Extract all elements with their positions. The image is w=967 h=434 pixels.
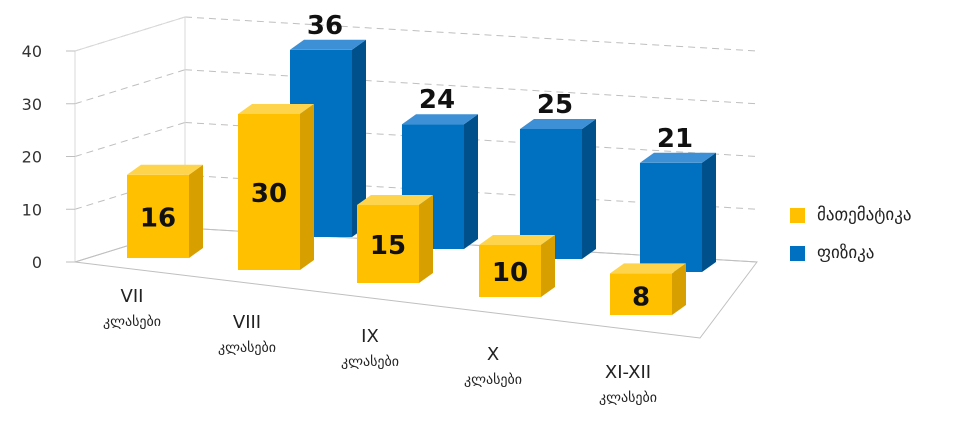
bar-top — [357, 195, 433, 205]
y-tick-label: 40 — [22, 42, 42, 61]
bar-front — [238, 114, 300, 270]
gridline-side — [74, 122, 186, 157]
x-tick-label: VII — [121, 286, 144, 307]
x-tick-sublabel: კლასები — [464, 372, 522, 388]
bar-s1-c3 — [640, 152, 716, 272]
x-tick-sublabel: კლასები — [599, 390, 657, 406]
bar-side — [189, 164, 203, 258]
bar-s0-c4 — [610, 263, 686, 315]
x-tick-label: X — [487, 344, 499, 365]
bar-front — [640, 162, 702, 272]
bar-top — [238, 104, 314, 114]
bar-front — [479, 245, 541, 297]
bars: 36 24 25 21 16 30 15 10 8 — [127, 11, 716, 315]
x-tick-label: XI-XII — [605, 362, 651, 383]
bar-top — [290, 39, 366, 50]
y-tick-label: 0 — [32, 253, 42, 272]
y-tick-label: 20 — [22, 148, 42, 167]
bar-s0-c3 — [479, 235, 555, 297]
data-label: 24 — [419, 85, 455, 115]
data-label: 36 — [307, 11, 343, 41]
data-label: 16 — [140, 203, 176, 233]
bar-side — [582, 119, 596, 259]
bar-front — [610, 273, 672, 315]
legend-item-math: მათემატიკა — [790, 196, 912, 234]
bar-s0-c1 — [238, 104, 314, 270]
gridline-back — [184, 16, 758, 52]
gridline-back — [184, 69, 758, 105]
data-label: 15 — [370, 231, 406, 261]
bar-top — [520, 119, 596, 129]
legend-swatch-math — [790, 207, 805, 223]
bar-top — [640, 152, 716, 163]
legend: მათემატიკა ფიზიკა — [790, 196, 912, 272]
data-label: 30 — [251, 179, 287, 209]
legend-label-physics: ფიზიკა — [817, 243, 875, 263]
x-tick-sublabel: კლასები — [341, 354, 399, 370]
y-axis: 0 10 20 30 40 — [22, 42, 75, 272]
bar-front — [357, 205, 419, 283]
bar-side — [672, 263, 686, 315]
data-label: 21 — [657, 124, 693, 154]
gridline-side — [74, 69, 186, 105]
bar-side — [352, 39, 366, 237]
bar-front — [127, 174, 189, 258]
data-label: 10 — [492, 258, 528, 288]
x-tick-sublabel: კლასები — [218, 340, 276, 356]
legend-item-physics: ფიზიკა — [790, 234, 912, 272]
bar-side — [541, 235, 555, 297]
x-tick-label: VIII — [233, 312, 261, 333]
bar-top — [479, 235, 555, 245]
bar-side — [702, 152, 716, 272]
bar-top — [127, 164, 203, 175]
y-tick-label: 30 — [22, 95, 42, 114]
x-tick-label: IX — [361, 326, 379, 347]
bar-s0-c0 — [127, 164, 203, 258]
x-tick-sublabel: კლასები — [103, 314, 161, 330]
bar-s0-c2 — [357, 195, 433, 283]
legend-label-math: მათემატიკა — [817, 205, 912, 225]
data-label: 8 — [632, 282, 650, 312]
bar-side — [300, 104, 314, 270]
bar-side — [464, 114, 478, 249]
bar-top — [402, 114, 478, 125]
y-tick-label: 10 — [22, 200, 42, 219]
legend-swatch-physics — [790, 245, 805, 261]
bar-side — [419, 195, 433, 283]
bar-top — [610, 263, 686, 274]
data-label: 25 — [537, 90, 573, 120]
